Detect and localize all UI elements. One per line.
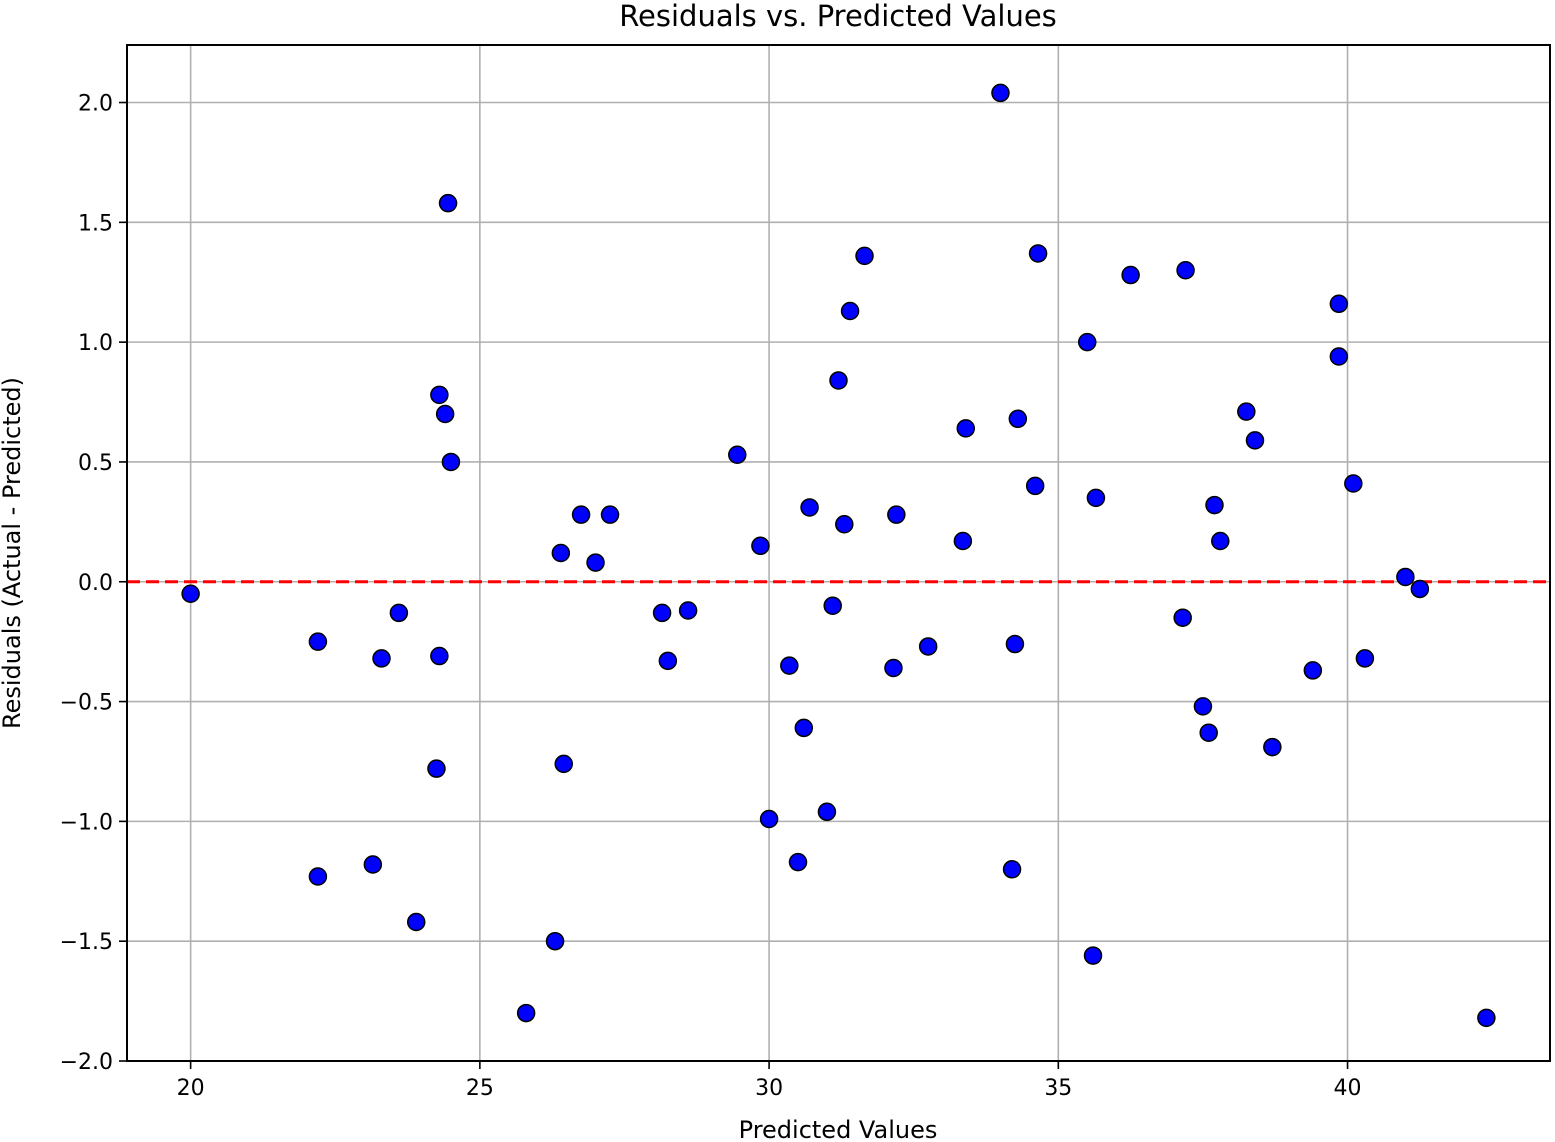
data-point bbox=[800, 498, 819, 517]
data-point bbox=[441, 452, 461, 472]
y-tick-label: 0.0 bbox=[78, 571, 113, 596]
data-point bbox=[586, 553, 605, 572]
data-point bbox=[823, 596, 842, 615]
data-point bbox=[545, 931, 565, 951]
data-point bbox=[1329, 294, 1349, 314]
data-point bbox=[835, 514, 854, 534]
data-point bbox=[406, 912, 426, 932]
data-point bbox=[1028, 244, 1048, 263]
data-point bbox=[430, 385, 449, 405]
data-point bbox=[363, 855, 383, 874]
data-point bbox=[759, 809, 779, 829]
x-tick-label: 20 bbox=[177, 1076, 205, 1101]
x-tick-label: 35 bbox=[1044, 1076, 1072, 1101]
x-tick-label: 30 bbox=[755, 1076, 783, 1101]
data-point bbox=[751, 536, 770, 556]
data-point bbox=[1237, 402, 1256, 421]
data-point bbox=[1263, 737, 1282, 757]
data-point bbox=[918, 637, 938, 656]
data-point bbox=[1077, 332, 1097, 352]
data-point bbox=[308, 867, 328, 886]
y-axis-ticks: −2.0 −1.5 −1.0 −0.5 0.0 0.5 1.0 1.5 2.0 bbox=[60, 92, 127, 1075]
data-point bbox=[427, 759, 446, 778]
grid-lines bbox=[127, 45, 1550, 1062]
data-point bbox=[991, 83, 1010, 103]
data-point bbox=[817, 802, 837, 822]
data-point bbox=[1193, 697, 1213, 716]
y-tick-label: 0.5 bbox=[78, 451, 113, 476]
data-point bbox=[551, 543, 571, 563]
data-point bbox=[887, 505, 906, 524]
data-point bbox=[1410, 579, 1430, 599]
data-point bbox=[372, 649, 391, 668]
data-point bbox=[1355, 649, 1375, 668]
data-point bbox=[1205, 495, 1224, 515]
x-tick-label: 25 bbox=[466, 1076, 494, 1101]
data-point bbox=[554, 754, 573, 774]
data-point bbox=[1005, 634, 1025, 654]
data-point bbox=[1344, 474, 1363, 493]
y-tick-label: −2.0 bbox=[60, 1050, 113, 1075]
data-point bbox=[829, 371, 848, 390]
data-point bbox=[389, 603, 409, 623]
y-tick-label: −1.0 bbox=[60, 810, 113, 835]
y-tick-label: −1.5 bbox=[60, 930, 113, 955]
data-point bbox=[1396, 567, 1415, 587]
data-point bbox=[181, 584, 200, 603]
data-point bbox=[678, 601, 698, 620]
data-point bbox=[884, 658, 903, 678]
data-point bbox=[308, 632, 328, 651]
data-point bbox=[438, 193, 458, 213]
data-point bbox=[855, 246, 874, 266]
y-tick-label: −0.5 bbox=[60, 691, 113, 716]
data-point bbox=[956, 419, 976, 438]
data-point bbox=[1083, 946, 1103, 965]
data-point bbox=[788, 852, 808, 872]
y-tick-label: 1.0 bbox=[78, 331, 113, 356]
data-point bbox=[794, 718, 814, 738]
data-point bbox=[1025, 476, 1045, 496]
data-point bbox=[658, 651, 678, 671]
data-point bbox=[1086, 488, 1106, 508]
y-tick-label: 1.5 bbox=[78, 211, 113, 236]
data-point bbox=[1008, 409, 1028, 429]
data-point bbox=[1303, 661, 1323, 680]
y-tick-label: 2.0 bbox=[78, 92, 113, 117]
data-point bbox=[430, 646, 449, 666]
data-point bbox=[435, 404, 455, 424]
data-point bbox=[1173, 608, 1192, 627]
data-point bbox=[728, 445, 747, 465]
x-axis-ticks: 20 25 30 35 40 bbox=[177, 1061, 1362, 1101]
data-point bbox=[840, 301, 860, 321]
chart-title: Residuals vs. Predicted Values bbox=[619, 0, 1057, 33]
data-point bbox=[600, 505, 620, 524]
data-point bbox=[1002, 860, 1022, 879]
data-point bbox=[1121, 265, 1140, 285]
data-point bbox=[571, 505, 591, 524]
data-point bbox=[652, 603, 672, 623]
data-point bbox=[516, 1003, 536, 1023]
data-point bbox=[780, 656, 799, 675]
plot-frame bbox=[126, 44, 1551, 1062]
data-point bbox=[1211, 531, 1230, 551]
data-point bbox=[1245, 431, 1265, 450]
data-point bbox=[953, 531, 973, 551]
x-axis-title: Predicted Values bbox=[739, 1116, 938, 1142]
x-tick-label: 40 bbox=[1334, 1076, 1362, 1101]
data-point bbox=[1176, 260, 1195, 280]
data-point bbox=[1477, 1008, 1496, 1028]
y-axis-title: Residuals (Actual - Predicted) bbox=[0, 377, 26, 729]
data-point bbox=[1329, 347, 1349, 366]
data-point bbox=[1199, 723, 1218, 742]
data-points bbox=[181, 83, 1496, 1028]
